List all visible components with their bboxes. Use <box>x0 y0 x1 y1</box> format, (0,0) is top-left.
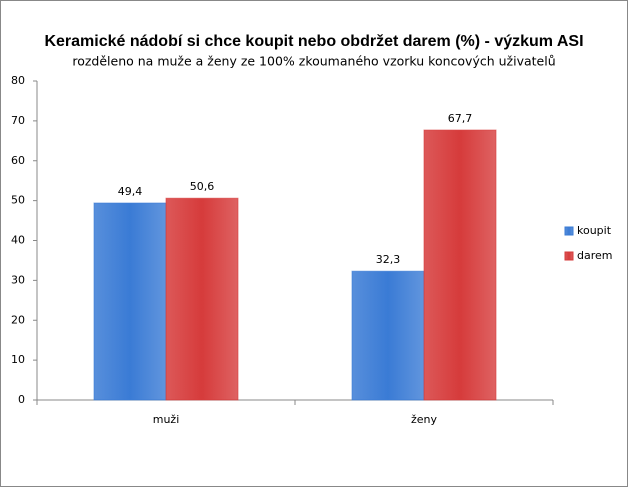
bar <box>93 202 167 401</box>
bar <box>423 129 497 401</box>
y-tick-label: 30 <box>11 273 25 286</box>
legend-swatch <box>564 226 574 236</box>
legend-label: darem <box>577 249 613 262</box>
legend-label: koupit <box>577 224 612 237</box>
bar <box>351 270 425 401</box>
y-tick-label: 0 <box>18 393 25 406</box>
value-label: 32,3 <box>376 253 401 266</box>
y-tick-label: 40 <box>11 234 25 247</box>
y-tick-label: 50 <box>11 194 25 207</box>
value-label: 67,7 <box>448 112 473 125</box>
chart-title: Keramické nádobí si chce koupit nebo obd… <box>44 33 583 50</box>
y-tick-label: 70 <box>11 114 25 127</box>
x-tick-label: muži <box>153 413 180 426</box>
y-tick-label: 10 <box>11 353 25 366</box>
y-tick-label: 80 <box>11 74 25 87</box>
value-label: 50,6 <box>190 180 215 193</box>
value-label: 49,4 <box>118 185 143 198</box>
bar <box>165 197 239 401</box>
chart-subtitle: rozděleno na muže a ženy ze 100% zkouman… <box>72 54 555 69</box>
x-tick-label: ženy <box>411 413 438 426</box>
y-tick-label: 20 <box>11 313 25 326</box>
legend-swatch <box>564 251 574 261</box>
y-tick-label: 60 <box>11 154 25 167</box>
